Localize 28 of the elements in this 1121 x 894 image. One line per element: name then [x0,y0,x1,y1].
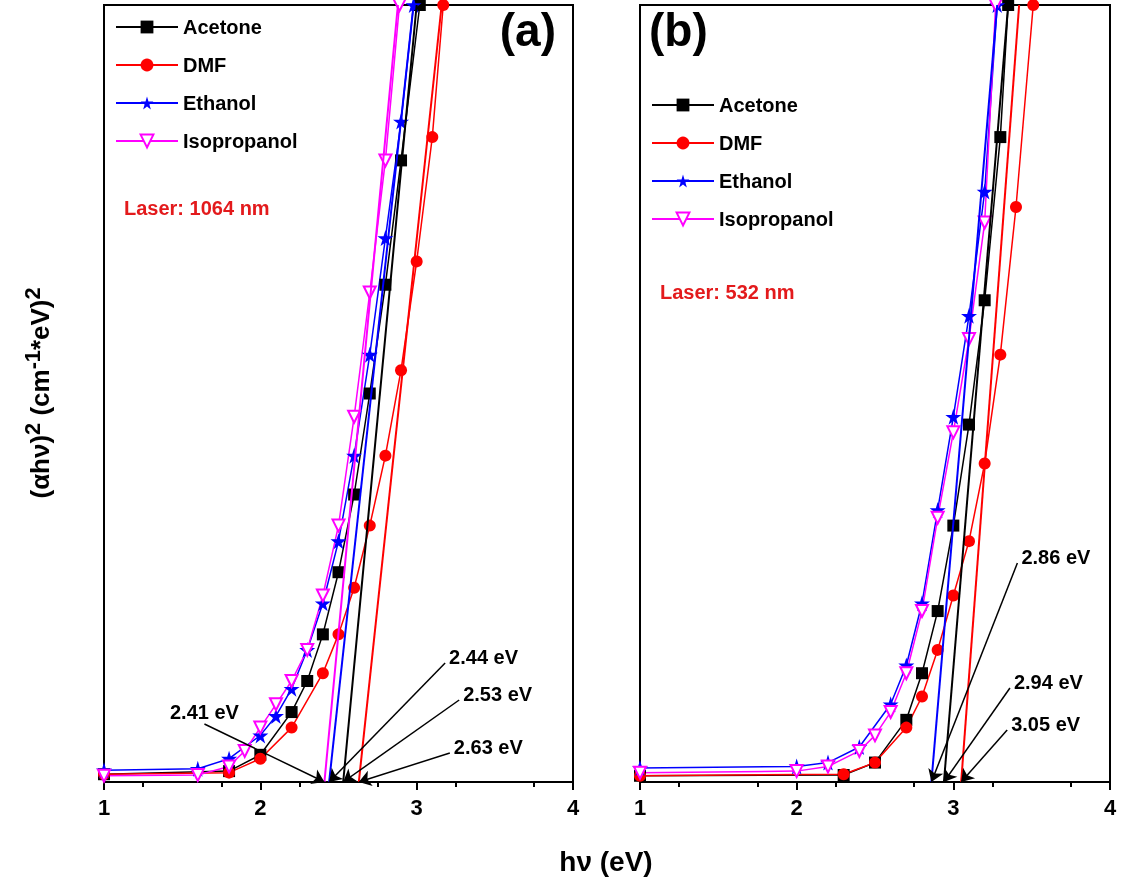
legend-label: Acetone [183,16,262,38]
annotation: 2.94 eV [1013,671,1084,693]
legend-label: Ethanol [183,92,257,114]
x-tick-label: 1 [633,794,647,820]
annotation: 2.53 eV [463,683,533,705]
x-tick-label: 4 [1103,794,1117,820]
chart-title: (b) [649,4,708,56]
annotation: 2.63 eV [453,736,524,758]
legend-label: Acetone [719,94,798,116]
x-tick-label: 3 [947,794,960,820]
x-tick-label: 2 [254,794,267,820]
x-tick-label: 1 [97,794,111,820]
annotation: 2.41 eV [169,701,240,723]
x-axis-title: hν (eV) [559,846,653,878]
annotation: 3.05 eV [1011,713,1081,735]
legend-label: DMF [183,54,227,76]
legend-label: Isopropanol [719,208,834,230]
legend-label: DMF [719,132,763,154]
annotation: 2.44 eV [449,646,519,668]
annotation: 2.86 eV [1021,546,1092,568]
x-tick-label: 2 [790,794,803,820]
x-tick-label: 3 [410,794,423,820]
annotation: Laser: 532 nm [660,281,795,303]
x-tick-label: 4 [566,794,580,820]
legend-label: Ethanol [719,170,793,192]
annotation: Laser: 1064 nm [124,197,270,219]
legend-label: Isopropanol [183,130,298,152]
chart-title: (a) [499,4,557,56]
